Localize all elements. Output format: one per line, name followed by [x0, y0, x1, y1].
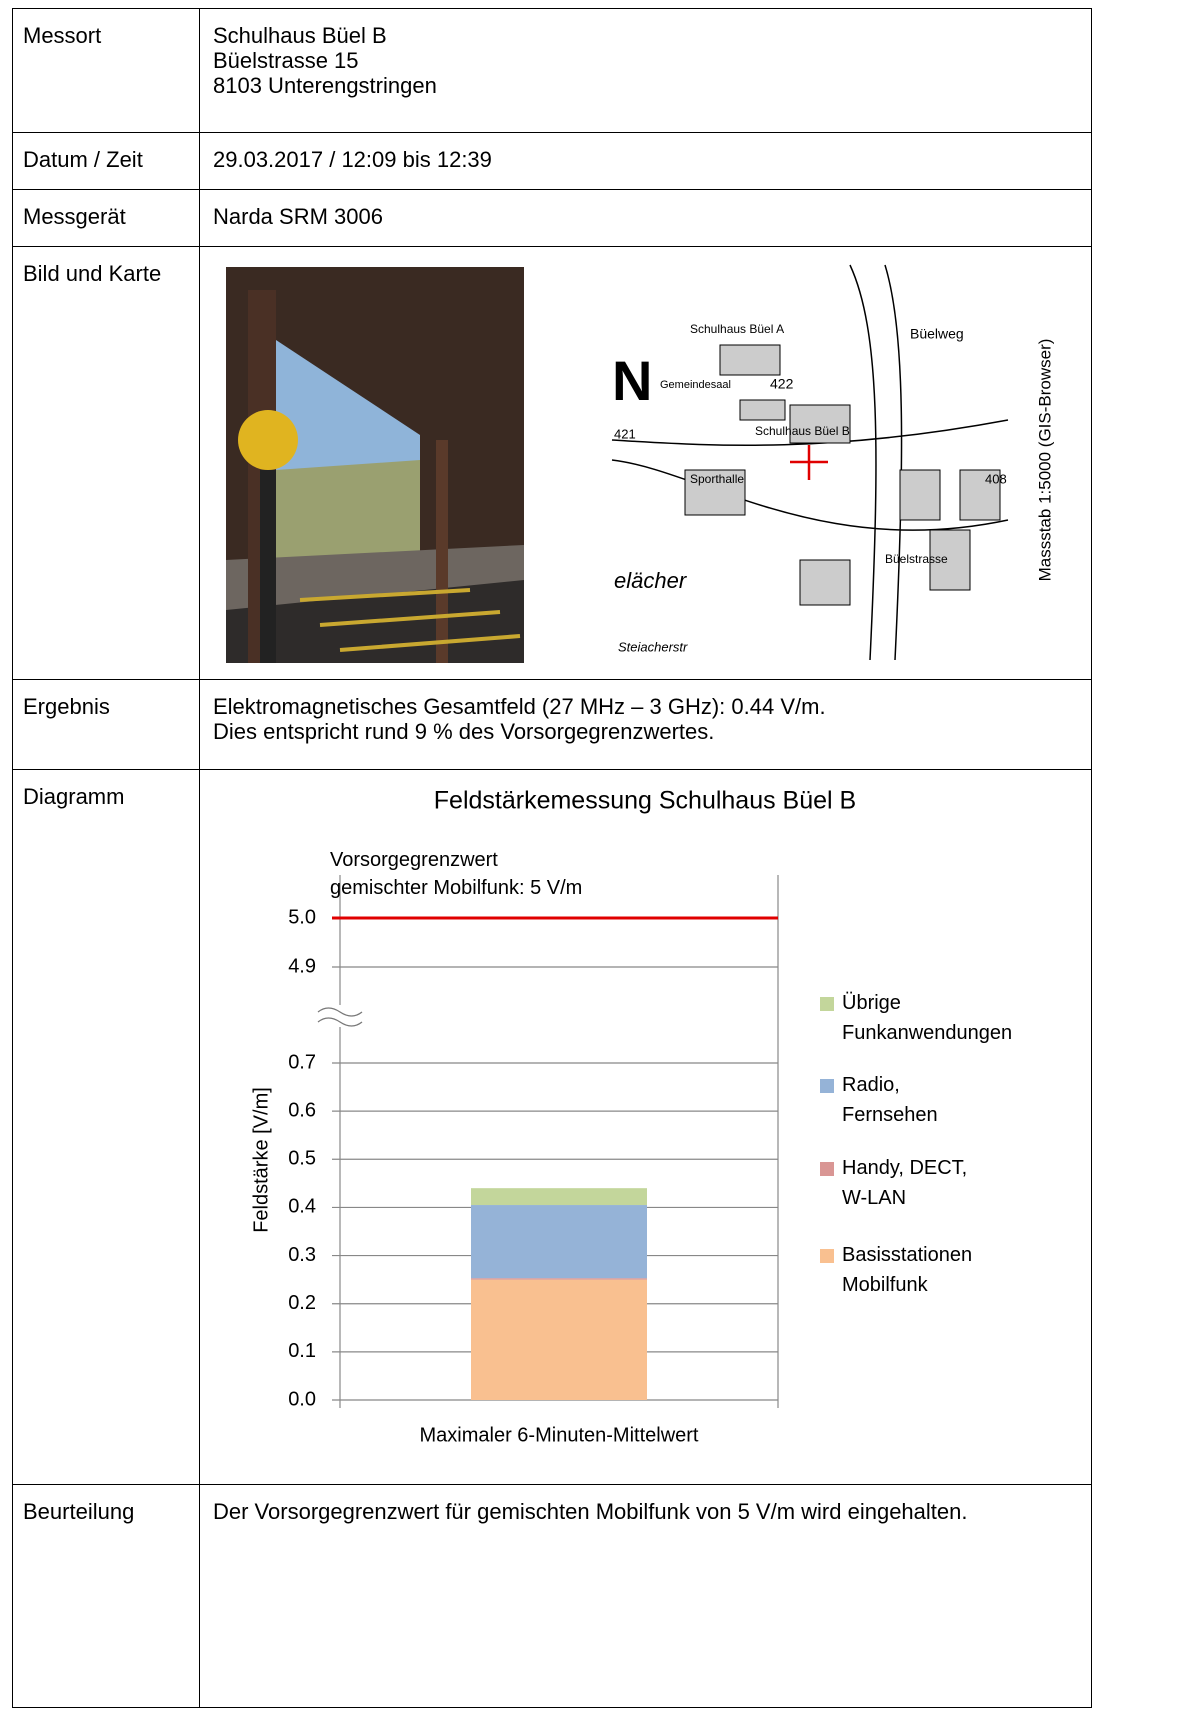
x-tick-label: Maximaler 6-Minuten-Mittelwert: [420, 1424, 699, 1446]
column-separator: [199, 190, 200, 246]
map-label: 408: [985, 471, 1007, 486]
y-tick-label: 0.7: [288, 1051, 316, 1073]
text-line: Schulhaus Büel B: [213, 23, 387, 48]
legend-item: Handy, DECT, W-LAN: [820, 1153, 992, 1213]
table-row: Messgerät Narda SRM 3006: [12, 190, 1092, 247]
y-tick-label: 0.3: [288, 1244, 316, 1266]
bar-segment: [471, 1279, 647, 1400]
scale-note: Massstab 1:5000 (GIS-Browser): [1035, 339, 1054, 582]
text-line: Büelstrasse 15: [213, 48, 359, 73]
row-label: Diagramm: [23, 784, 125, 809]
table-row: Datum / Zeit 29.03.2017 / 12:09 bis 12:39: [12, 133, 1092, 190]
y-axis-label: Feldstärke [V/m]: [250, 1087, 272, 1233]
row-value: Elektromagnetisches Gesamtfeld (27 MHz –…: [213, 694, 1073, 744]
map-label: Büelstrasse: [885, 552, 948, 566]
text-line: 8103 Unterengstringen: [213, 73, 437, 98]
bar-segment: [471, 1205, 647, 1279]
legend-label: Basisstationen Mobilfunk: [842, 1244, 973, 1296]
table-row: Ergebnis Elektromagnetisches Gesamtfeld (…: [12, 680, 1092, 770]
row-label: Messort: [23, 23, 102, 48]
map-label: elächer: [614, 568, 688, 593]
map-label: Schulhaus Büel A: [690, 322, 784, 336]
annotation: Vorsorgegrenzwert gemischter Mobilfunk: 5…: [330, 846, 582, 902]
row-value: 29.03.2017 / 12:09 bis 12:39: [213, 147, 1073, 172]
row-label: Beurteilung: [23, 1499, 135, 1524]
row-label: Ergebnis: [23, 694, 110, 719]
legend-label: Handy, DECT, W-LAN: [842, 1157, 968, 1209]
column-separator: [199, 1485, 200, 1707]
legend-label: Übrige Funkanwendungen: [842, 992, 1013, 1044]
table-row: Beurteilung Der Vorsorgegrenzwert für gem…: [12, 1485, 1092, 1708]
row-label: Bild und Karte: [23, 261, 162, 286]
row-value: Narda SRM 3006: [213, 204, 1073, 229]
row-value: Der Vorsorgegrenzwert für gemischten Mob…: [213, 1499, 1073, 1524]
map-label: Schulhaus Büel B: [755, 424, 850, 438]
map-label: 421: [614, 426, 636, 441]
annotation-line: Vorsorgegrenzwert: [330, 849, 498, 871]
map-label: 422: [770, 376, 794, 392]
legend-item: Übrige Funkanwendungen: [820, 988, 1042, 1048]
y-tick-label: 0.2: [288, 1292, 316, 1314]
row-label: Messgerät: [23, 204, 126, 229]
y-tick-label: 0.1: [288, 1340, 316, 1362]
y-tick-label: 5.0: [288, 906, 316, 928]
chart-title: Feldstärkemessung Schulhaus Büel B: [434, 787, 856, 815]
column-separator: [199, 680, 200, 769]
map-label: Gemeindesaal: [660, 379, 731, 391]
map-label: Steiacherstr: [618, 639, 688, 654]
bar-segment: [471, 1278, 647, 1280]
column-separator: [199, 770, 200, 1484]
legend-swatch: [820, 1249, 834, 1263]
row-label: Datum / Zeit: [23, 147, 143, 172]
legend-swatch: [820, 997, 834, 1011]
map-label: Sporthalle: [690, 472, 744, 486]
axis-break: [317, 1007, 363, 1027]
map-label: Büelweg: [910, 326, 964, 342]
text-line: Der Vorsorgegrenzwert für gemischten Mob…: [213, 1499, 968, 1524]
map-north: N: [612, 349, 652, 412]
y-tick-label: 4.9: [288, 955, 316, 977]
axis-break-gap: [325, 1005, 360, 1027]
legend-item: Basisstationen Mobilfunk: [820, 1240, 992, 1300]
column-separator: [199, 247, 200, 679]
photo: [226, 267, 524, 663]
column-separator: [199, 133, 200, 189]
table-row: Diagramm: [12, 770, 1092, 1485]
y-tick-label: 0.0: [288, 1388, 316, 1410]
text-line: Narda SRM 3006: [213, 204, 383, 229]
map: N Schulhaus Büel A Schulhaus Büel B Gemeind…: [611, 264, 1009, 661]
legend-item: Radio, Fernsehen: [820, 1070, 992, 1130]
annotation-line: gemischter Mobilfunk: 5 V/m: [330, 877, 583, 899]
legend-swatch: [820, 1162, 834, 1176]
y-tick-label: 0.5: [288, 1148, 316, 1170]
table-row: Bild und Karte: [12, 247, 1092, 680]
legend-label: Radio, Fernsehen: [842, 1074, 938, 1126]
bar-segment: [471, 1188, 647, 1206]
row-value: Schulhaus Büel B Büelstrasse 15 8103 Unter…: [213, 23, 1073, 98]
text-line: Elektromagnetisches Gesamtfeld (27 MHz –…: [213, 694, 826, 719]
table-row: Messort Schulhaus Büel B Büelstrasse 15 810…: [12, 8, 1092, 133]
y-tick-label: 0.6: [288, 1099, 316, 1121]
legend-swatch: [820, 1079, 834, 1093]
y-tick-label: 0.4: [288, 1196, 316, 1218]
text-line: Dies entspricht rund 9 % des Vorsorgegre…: [213, 719, 715, 744]
text-line: 29.03.2017 / 12:09 bis 12:39: [213, 147, 492, 172]
column-separator: [199, 9, 200, 132]
